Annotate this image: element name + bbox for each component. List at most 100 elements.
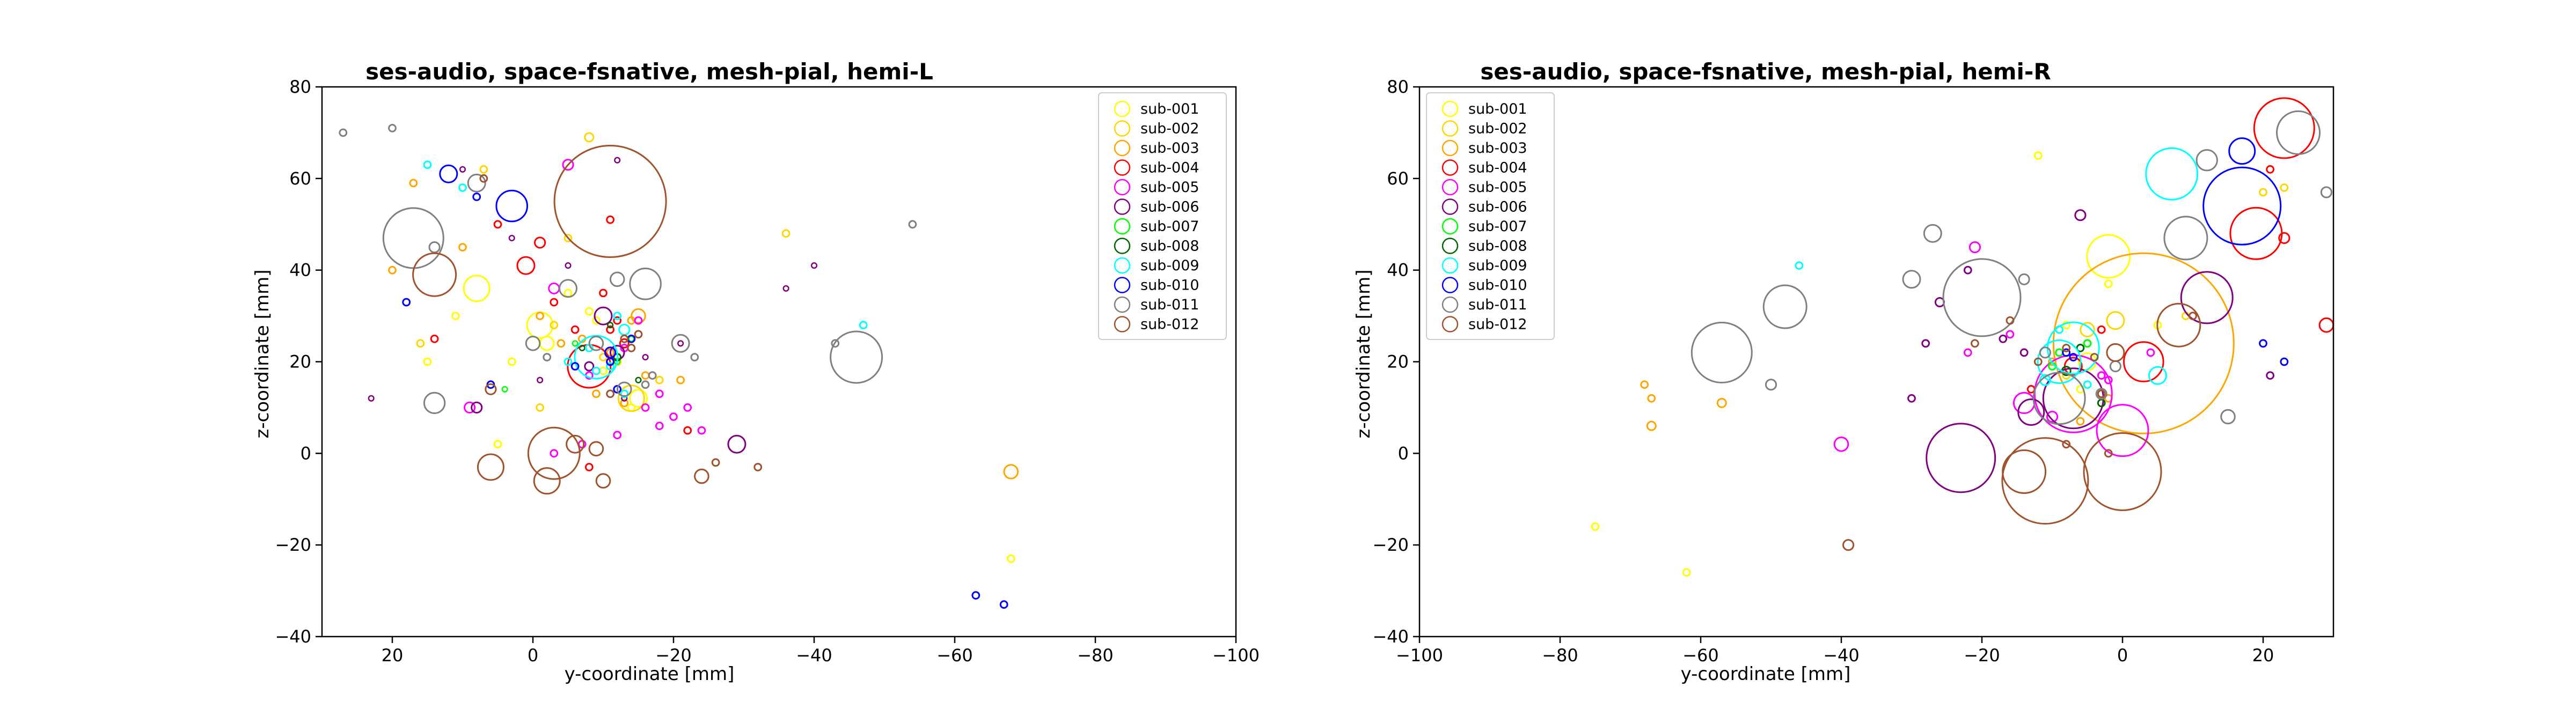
data-point-sub-011 (428, 241, 441, 254)
legend-marker-sub-002 (1114, 120, 1131, 137)
x-tick-label: 20 (2252, 645, 2274, 666)
data-point-sub-005 (641, 403, 650, 412)
legend-marker-sub-005 (1114, 179, 1131, 196)
data-point-sub-002 (2259, 188, 2267, 197)
data-point-sub-012 (2156, 302, 2201, 348)
data-point-sub-005 (2006, 330, 2015, 339)
data-point-sub-011 (1765, 379, 1777, 391)
y-tick-label: 20 (1387, 352, 1409, 372)
data-point-sub-005 (1968, 241, 1981, 254)
data-point-sub-002 (781, 229, 791, 238)
data-point-sub-011 (1942, 258, 2022, 337)
data-point-sub-012 (2006, 316, 2015, 325)
data-point-sub-010 (2280, 357, 2289, 366)
legend-marker-sub-004 (1114, 159, 1131, 176)
data-point-sub-006 (2266, 371, 2275, 380)
data-point-sub-010 (472, 193, 481, 201)
data-point-sub-012 (553, 145, 667, 258)
data-point-sub-001 (629, 389, 648, 408)
data-point-sub-011 (1902, 270, 1921, 289)
x-tick-label: −100 (1396, 645, 1443, 666)
data-point-sub-005 (2104, 375, 2113, 385)
data-point-sub-012 (479, 174, 488, 183)
data-point-sub-006 (2019, 348, 2029, 357)
legend-marker-sub-004 (1441, 159, 1459, 176)
data-point-sub-010 (2062, 348, 2071, 357)
data-point-sub-012 (2062, 344, 2071, 352)
legend: sub-001 sub-002 sub-003 sub-004 sub-005 sub-0… (1426, 92, 1555, 340)
data-point-sub-001 (2086, 234, 2131, 279)
legend-marker-sub-009 (1441, 257, 1459, 274)
data-point-sub-004 (2123, 341, 2164, 382)
legend-label-sub-012: sub-012 (1140, 316, 1199, 333)
data-point-sub-003 (557, 339, 566, 348)
data-point-sub-010 (2259, 339, 2267, 348)
data-point-sub-005 (2046, 410, 2059, 423)
x-tick-label: −100 (1212, 645, 1260, 666)
y-tick-label: 0 (301, 443, 311, 463)
legend-marker-sub-006 (1441, 198, 1459, 215)
data-point-sub-004 (2097, 325, 2106, 334)
legend-label-sub-007: sub-007 (1140, 218, 1199, 235)
data-point-sub-009 (423, 160, 432, 169)
data-point-sub-002 (584, 132, 595, 143)
legend-label-sub-001: sub-001 (1140, 101, 1199, 117)
data-point-sub-006 (677, 340, 684, 347)
data-point-sub-011 (830, 330, 883, 384)
legend: sub-001 sub-002 sub-003 sub-004 sub-005 sub-0… (1098, 92, 1227, 340)
data-point-sub-003 (1716, 397, 1727, 408)
x-axis-label: y-coordinate [mm] (565, 663, 735, 685)
data-point-sub-003 (388, 265, 397, 275)
data-point-sub-012 (634, 330, 643, 339)
data-point-sub-004 (550, 298, 559, 307)
data-point-sub-010 (2069, 353, 2078, 361)
data-point-sub-005 (2096, 404, 2149, 457)
data-point-sub-011 (629, 268, 662, 300)
x-axis-label: y-coordinate [mm] (1681, 663, 1851, 685)
data-point-sub-001 (592, 316, 601, 325)
data-point-sub-005 (2097, 371, 2106, 380)
data-point-sub-011 (641, 380, 650, 389)
data-point-sub-004 (2253, 97, 2315, 159)
legend-marker-sub-003 (1114, 139, 1131, 157)
chart-title: ses-audio, space-fsnative, mesh-pial, he… (365, 58, 933, 85)
data-point-sub-009 (2055, 325, 2064, 334)
legend-label-sub-003: sub-003 (1468, 140, 1527, 157)
data-point-sub-011 (609, 271, 625, 287)
data-point-sub-011 (559, 279, 577, 298)
legend-label-sub-010: sub-010 (1140, 277, 1199, 294)
data-point-sub-003 (1647, 394, 1656, 403)
data-point-sub-006 (642, 353, 649, 361)
legend-label-sub-001: sub-001 (1468, 101, 1527, 117)
legend-marker-sub-009 (1114, 257, 1131, 274)
data-point-sub-012 (1842, 539, 1855, 551)
data-point-sub-005 (1833, 437, 1849, 452)
data-point-sub-004 (2266, 165, 2275, 174)
y-tick-label: −40 (275, 626, 311, 647)
data-point-sub-012 (606, 389, 614, 398)
data-points (1591, 97, 2333, 577)
x-tick-label: −20 (1964, 645, 2000, 666)
data-point-sub-002 (564, 234, 573, 242)
data-point-sub-001 (423, 357, 432, 366)
y-tick-label: −40 (1372, 626, 1409, 647)
data-point-sub-002 (416, 339, 425, 348)
x-tick-label: −60 (1682, 645, 1719, 666)
data-point-sub-004 (619, 338, 630, 349)
data-point-sub-010 (402, 298, 411, 307)
data-point-sub-004 (584, 463, 594, 471)
data-point-sub-005 (683, 403, 692, 412)
data-point-sub-007 (572, 340, 579, 347)
data-point-sub-011 (690, 353, 699, 361)
data-point-sub-012 (595, 473, 611, 489)
data-point-sub-002 (2106, 311, 2125, 330)
legend-label-sub-002: sub-002 (1140, 121, 1199, 137)
data-point-sub-012 (753, 463, 763, 471)
y-tick-label: 80 (1387, 77, 1409, 97)
data-point-sub-006 (537, 376, 544, 383)
data-point-sub-010 (2202, 166, 2282, 246)
y-axis-label: z-coordinate [mm] (252, 269, 273, 438)
data-point-sub-005 (550, 449, 559, 458)
y-tick-label: −20 (1372, 535, 1409, 555)
